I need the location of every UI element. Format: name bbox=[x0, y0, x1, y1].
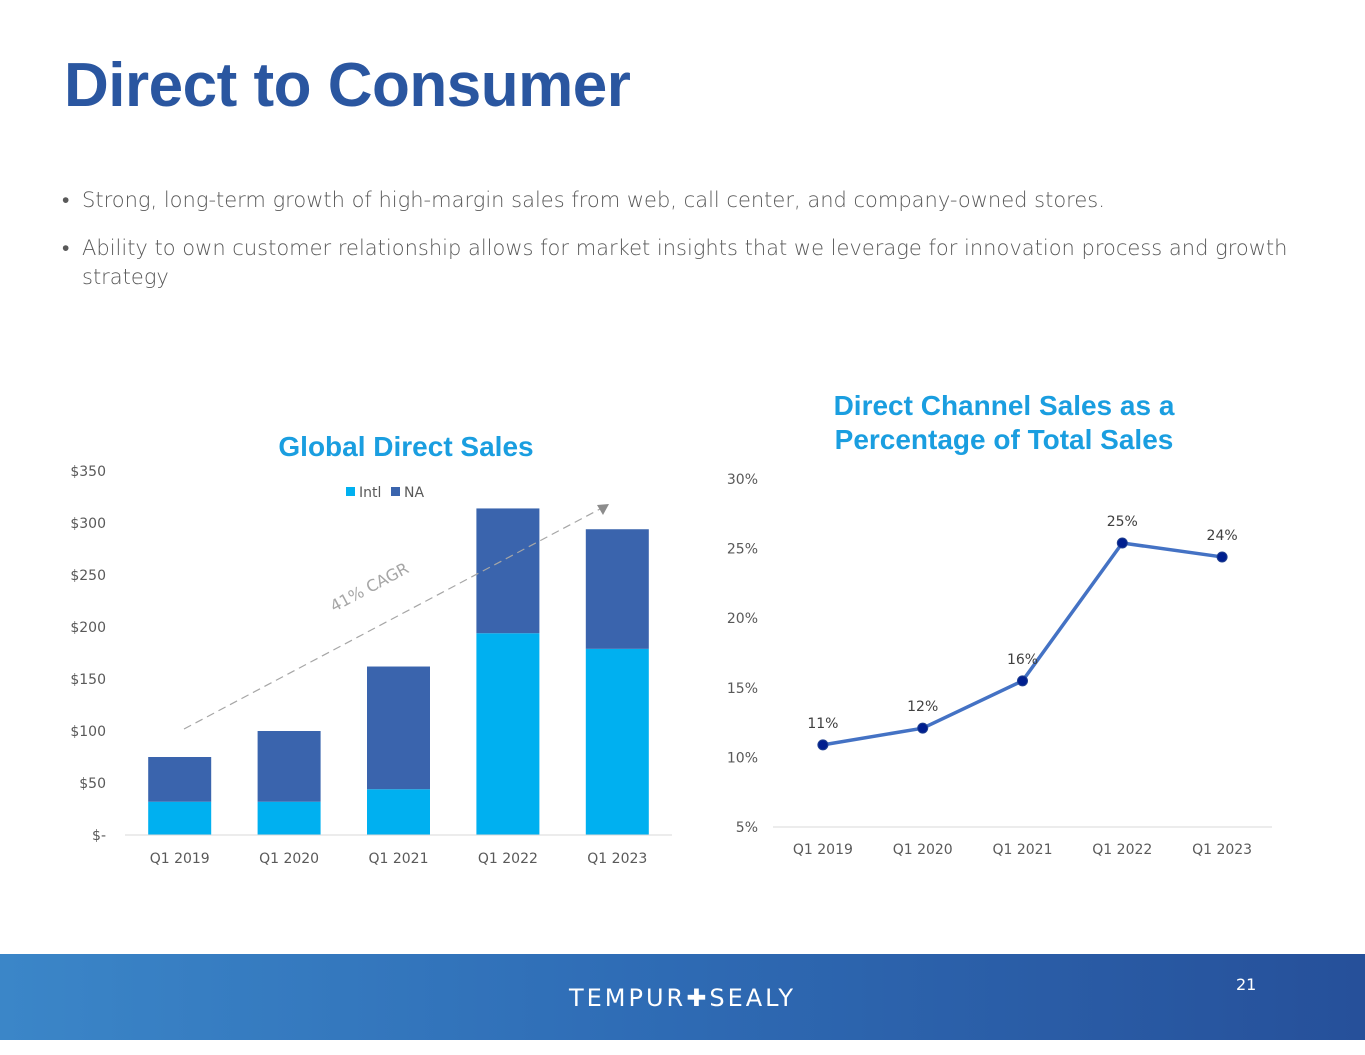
cagr-arrowhead bbox=[597, 504, 609, 515]
bullet-list: Strong, long-term growth of high-margin … bbox=[62, 186, 1312, 311]
x-tick-label: Q1 2023 bbox=[1192, 842, 1252, 858]
bullet-item: Strong, long-term growth of high-margin … bbox=[62, 186, 1312, 215]
bar-na-q1-2023 bbox=[585, 529, 649, 649]
legend-label-intl: Intl bbox=[359, 485, 381, 501]
x-tick-label: Q1 2019 bbox=[793, 842, 853, 858]
y-tick-label: $300 bbox=[70, 516, 106, 532]
y-tick-label: $150 bbox=[70, 672, 106, 688]
bullet-text: Ability to own customer relationship all… bbox=[82, 236, 1288, 289]
y-tick-label: 25% bbox=[727, 542, 758, 558]
bar-chart-legend: Intl NA bbox=[346, 485, 424, 501]
data-label: 12% bbox=[907, 699, 938, 715]
data-label: 25% bbox=[1107, 514, 1138, 530]
legend-label-na: NA bbox=[404, 485, 424, 501]
y-tick-label: $100 bbox=[70, 724, 106, 740]
data-point bbox=[817, 739, 829, 751]
series-line bbox=[822, 541, 1223, 747]
y-tick-label: 20% bbox=[727, 611, 758, 627]
data-point bbox=[1116, 537, 1128, 549]
x-tick-label: Q1 2021 bbox=[992, 842, 1052, 858]
footer-bar: TEMPUR✚SEALY 21 bbox=[0, 954, 1365, 1040]
x-tick-label: Q1 2022 bbox=[1092, 842, 1152, 858]
y-tick-label: $250 bbox=[70, 568, 106, 584]
bar-na-q1-2019 bbox=[148, 757, 212, 802]
bar-intl-q1-2022 bbox=[476, 633, 540, 835]
y-tick-label: $200 bbox=[70, 620, 106, 636]
cagr-trend-arrow bbox=[183, 508, 601, 730]
x-tick-label: Q1 2019 bbox=[150, 851, 210, 867]
line-chart-title-line-2: Percentage of Total Sales bbox=[835, 424, 1174, 455]
y-tick-label: $50 bbox=[79, 776, 106, 792]
company-logo: TEMPUR✚SEALY bbox=[0, 984, 1365, 1012]
bar-intl-q1-2019 bbox=[148, 801, 212, 835]
y-tick-label: $350 bbox=[70, 464, 106, 480]
data-point bbox=[1017, 675, 1028, 687]
y-tick-label: $- bbox=[92, 828, 106, 844]
y-tick-label: 30% bbox=[727, 472, 758, 488]
line-chart-title-line-1: Direct Channel Sales as a bbox=[834, 390, 1175, 421]
bar-na-q1-2020 bbox=[257, 731, 321, 802]
x-tick-label: Q1 2021 bbox=[368, 851, 428, 867]
legend-swatch-na bbox=[391, 487, 400, 496]
cagr-annotation: 41% CAGR bbox=[327, 559, 412, 616]
bar-intl-q1-2020 bbox=[257, 801, 321, 835]
y-tick-label: 10% bbox=[727, 750, 758, 766]
logo-text-right: SEALY bbox=[709, 984, 797, 1012]
x-tick-label: Q1 2020 bbox=[893, 842, 953, 858]
y-tick-label: 15% bbox=[727, 681, 758, 697]
global-direct-sales-chart: Global Direct Sales Intl NA $- $50 $100 $15… bbox=[70, 431, 672, 867]
bar-na-q1-2021 bbox=[367, 666, 430, 790]
bar-chart-title: Global Direct Sales bbox=[278, 431, 533, 462]
y-tick-label: 5% bbox=[736, 820, 758, 836]
bar-na-q1-2022 bbox=[476, 508, 540, 634]
page-title: Direct to Consumer bbox=[64, 51, 631, 120]
x-tick-label: Q1 2023 bbox=[587, 851, 647, 867]
data-point bbox=[917, 722, 929, 734]
x-tick-label: Q1 2020 bbox=[259, 851, 319, 867]
data-label: 24% bbox=[1207, 528, 1238, 544]
logo-plus-icon: ✚ bbox=[686, 984, 710, 1012]
legend-swatch-intl bbox=[346, 487, 355, 496]
bar-intl-q1-2021 bbox=[367, 789, 430, 835]
data-label: 16% bbox=[1007, 652, 1038, 668]
data-label: 11% bbox=[807, 716, 838, 732]
data-point bbox=[1216, 551, 1228, 563]
page-number: 21 bbox=[1236, 975, 1257, 994]
direct-channel-percentage-chart: Direct Channel Sales as a Percentage of … bbox=[727, 390, 1272, 858]
x-tick-label: Q1 2022 bbox=[478, 851, 538, 867]
logo-text-left: TEMPUR bbox=[568, 984, 687, 1012]
bar-intl-q1-2023 bbox=[585, 648, 649, 835]
bullet-item: Ability to own customer relationship all… bbox=[62, 234, 1312, 292]
bullet-text: Strong, long-term growth of high-margin … bbox=[82, 188, 1105, 212]
